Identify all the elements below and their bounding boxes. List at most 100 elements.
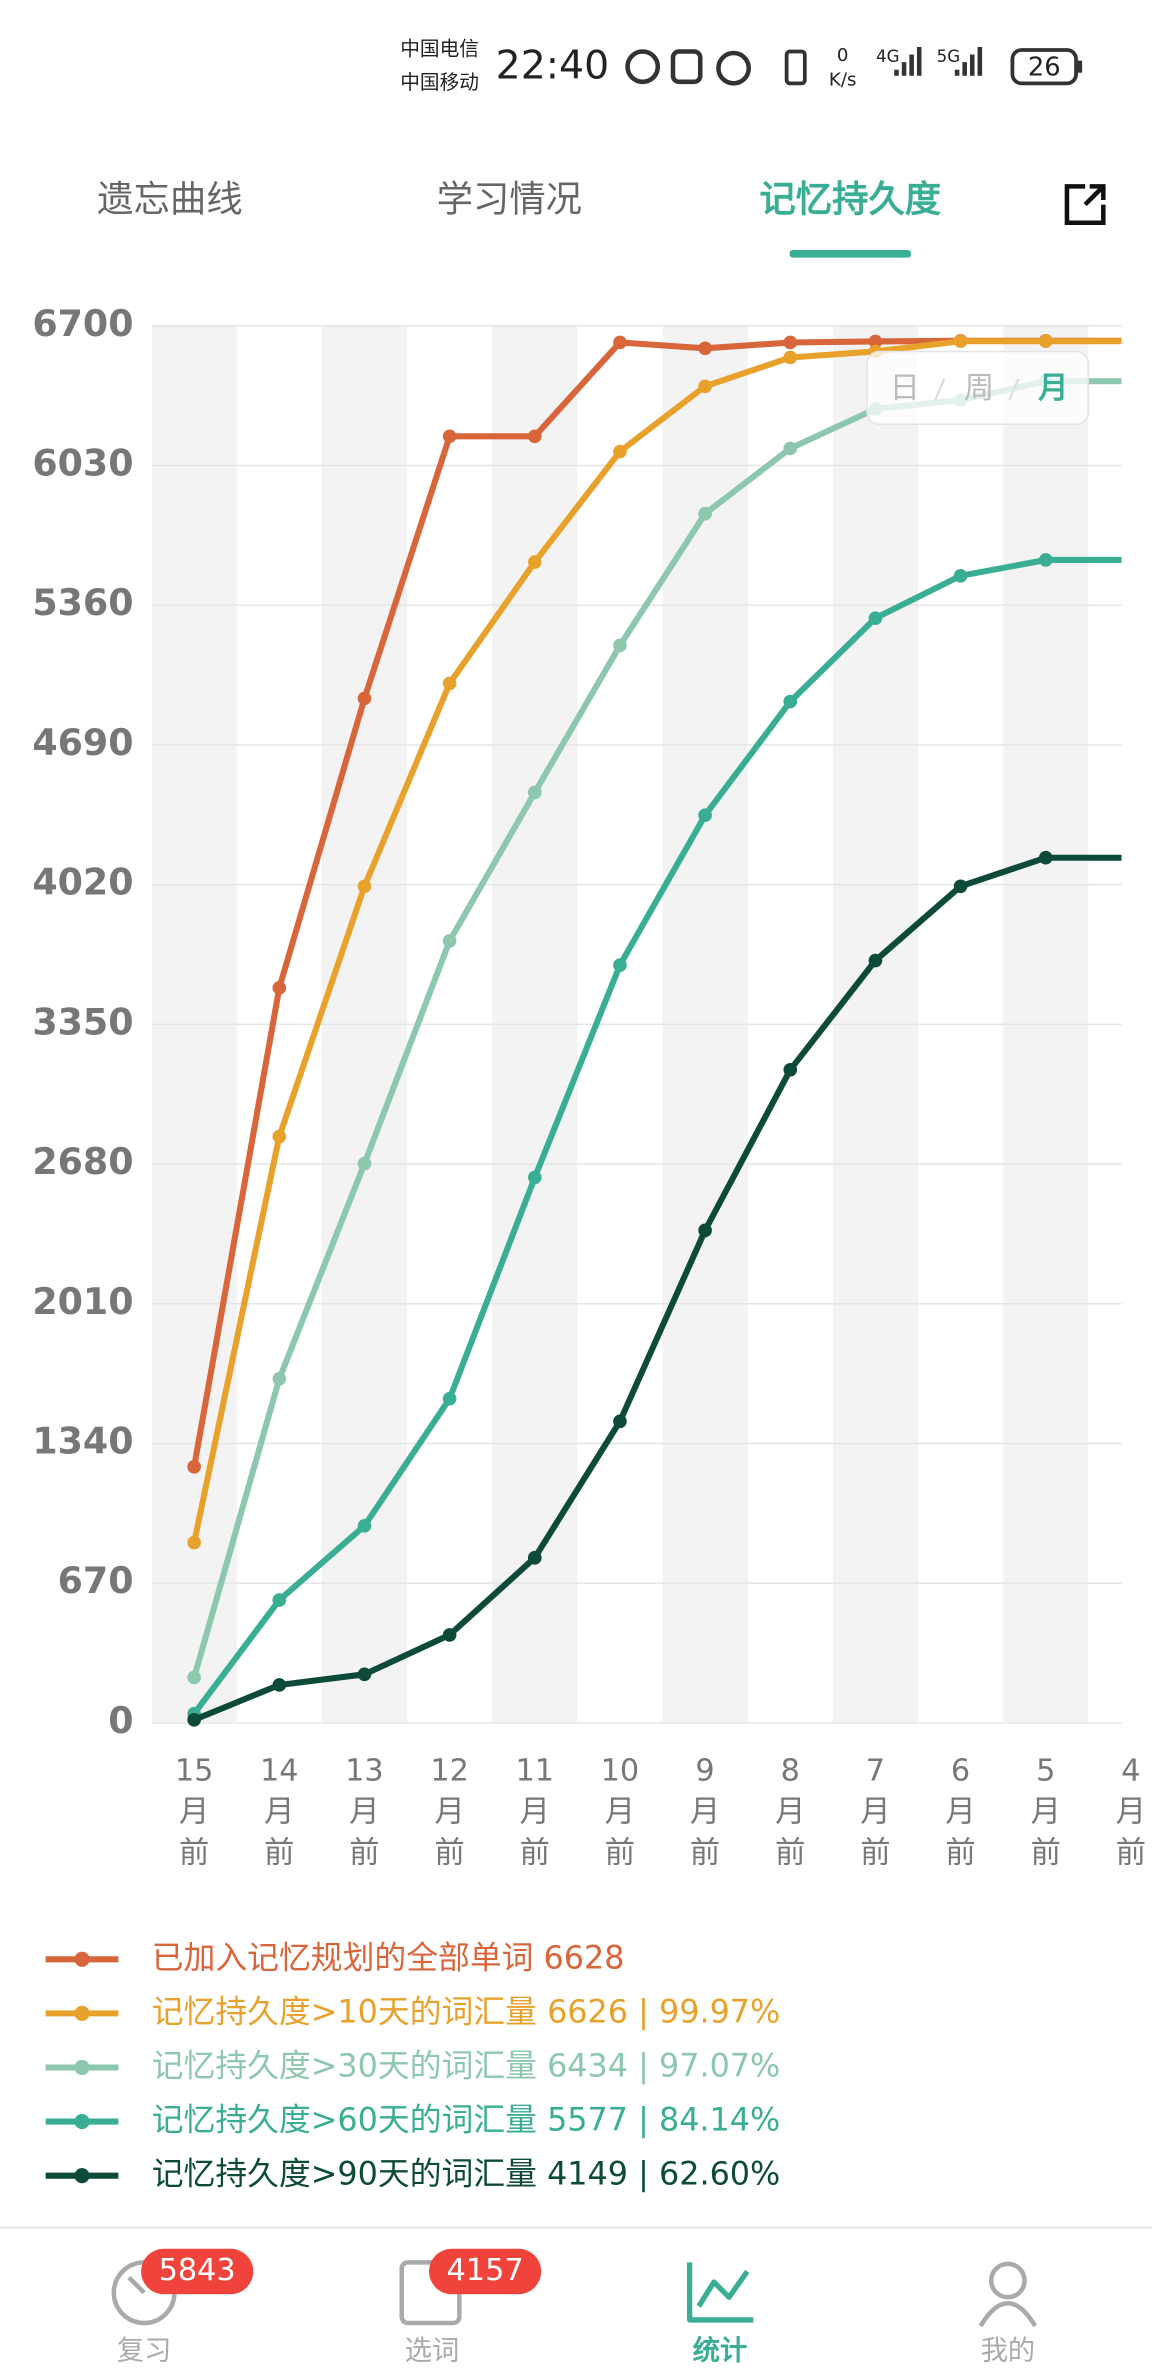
y-tick-label: 2680 [32, 1140, 133, 1183]
data-point [527, 1170, 542, 1185]
x-tick: 9月前 [690, 1752, 720, 1870]
data-point [272, 1372, 287, 1386]
tab-indicator [789, 250, 911, 258]
data-point [1124, 334, 1138, 348]
speed: 0 [837, 45, 849, 66]
data-point [783, 1062, 798, 1077]
badge: 4157 [447, 2253, 524, 2288]
data-point [613, 444, 627, 459]
x-tick-label: 14月前 [259, 1751, 299, 1870]
data-point [698, 1223, 712, 1238]
badge-bg [141, 2248, 254, 2295]
x-tick: 7月前 [860, 1752, 890, 1870]
data-point [442, 934, 457, 948]
data-point [1124, 374, 1138, 388]
x-tick-label: 6月前 [945, 1751, 976, 1870]
x-tick: 4月前 [1115, 1751, 1147, 1870]
x-tick-label: 15月前 [174, 1751, 214, 1870]
data-point [357, 1519, 372, 1533]
y-tick-label: 6700 [32, 302, 133, 345]
battery-level: 26 [1028, 53, 1061, 83]
signal-bar [969, 54, 975, 76]
signal-bar [909, 54, 914, 76]
data-point [953, 568, 968, 583]
data-point [187, 1670, 201, 1685]
legend-label: 记忆持久度>60天的词汇量 5577 | 84.14% [152, 2101, 781, 2139]
data-point [1038, 850, 1053, 865]
period-option[interactable]: 月 [1038, 371, 1068, 406]
y-tick-label: 6030 [32, 442, 133, 485]
x-tick-label: 4月前 [1115, 1751, 1147, 1870]
carrier: 中国移动 [400, 71, 479, 94]
x-tick: 10月前 [600, 1751, 640, 1870]
data-point [613, 335, 627, 350]
nav-icon [978, 2301, 1038, 2328]
legend-label: 记忆持久度>90天的词汇量 4149 | 62.60% [152, 2155, 781, 2193]
data-point [613, 958, 627, 972]
toggle-sep [934, 378, 946, 401]
x-tick: 11月前 [515, 1752, 554, 1870]
legend-label: 记忆持久度>10天的词汇量 6626 | 99.97% [152, 1992, 781, 2030]
x-tick-label: 8月前 [775, 1751, 806, 1870]
data-point [698, 341, 712, 356]
share-icon [1064, 184, 1106, 226]
data-point [698, 379, 712, 394]
data-point [357, 1156, 372, 1171]
network: 5G [937, 47, 961, 66]
x-tick-label: 12月前 [430, 1751, 469, 1870]
data-point [1038, 334, 1053, 349]
tab[interactable]: 记忆持久度 [759, 178, 941, 221]
x-tick: 15月前 [174, 1751, 214, 1870]
period-toggle: 日周月 [866, 350, 1089, 426]
nav-label: 我的 [981, 2335, 1036, 2366]
x-tick-label: 5月前 [1030, 1751, 1061, 1870]
nav-label: 选词 [405, 2335, 460, 2366]
data-point [783, 441, 798, 456]
y-tick-label: 3350 [32, 1000, 133, 1043]
tab[interactable]: 遗忘曲线 [97, 178, 242, 221]
data-point [1124, 553, 1138, 567]
network: 4G [876, 47, 900, 66]
y-tick-label: 4020 [32, 861, 133, 904]
legend-label: 已加入记忆规划的全部单词 6628 [152, 1938, 625, 1976]
period-option[interactable]: 日 [890, 371, 920, 406]
badge-bg [429, 2248, 542, 2295]
data-point [187, 1712, 201, 1727]
battery [1010, 48, 1078, 86]
badge: 5843 [159, 2253, 236, 2288]
carrier: 中国电信 [400, 38, 479, 61]
data-point [783, 694, 798, 709]
data-point [442, 676, 457, 691]
icon [784, 49, 807, 86]
data-point [272, 1129, 287, 1144]
data-point [527, 785, 542, 800]
toggle-bg [866, 350, 1089, 426]
battery-tip [1077, 60, 1083, 73]
nav-item[interactable]: 复习 5843 [111, 2248, 254, 2367]
data-point [783, 335, 798, 350]
signal-bar [916, 46, 922, 76]
legend-label: 记忆持久度>30天的词汇量 6434 | 97.07% [152, 2046, 781, 2084]
data-point [272, 1678, 287, 1692]
tab[interactable]: 学习情况 [437, 178, 582, 221]
data-point [187, 1460, 201, 1474]
nav-item[interactable]: 选词 4157 [399, 2248, 542, 2367]
y-tick-label: 4690 [32, 721, 133, 764]
legend-dot [74, 2005, 90, 2021]
signal-bar [977, 46, 983, 76]
share-button[interactable] [1064, 184, 1106, 226]
period-option[interactable]: 周 [964, 371, 994, 406]
nav-item[interactable]: 统计 [686, 2262, 754, 2366]
nav-item[interactable]: 我的 [978, 2261, 1038, 2366]
signal-bar [962, 62, 967, 76]
icon [625, 49, 661, 85]
clock: 22:40 [496, 43, 609, 89]
series-line [191, 338, 1122, 1544]
data-point [272, 1593, 287, 1607]
data-point [953, 879, 968, 894]
x-tick-label: 10月前 [600, 1751, 640, 1870]
plot [151, 325, 1138, 1727]
data-point [1038, 553, 1053, 567]
